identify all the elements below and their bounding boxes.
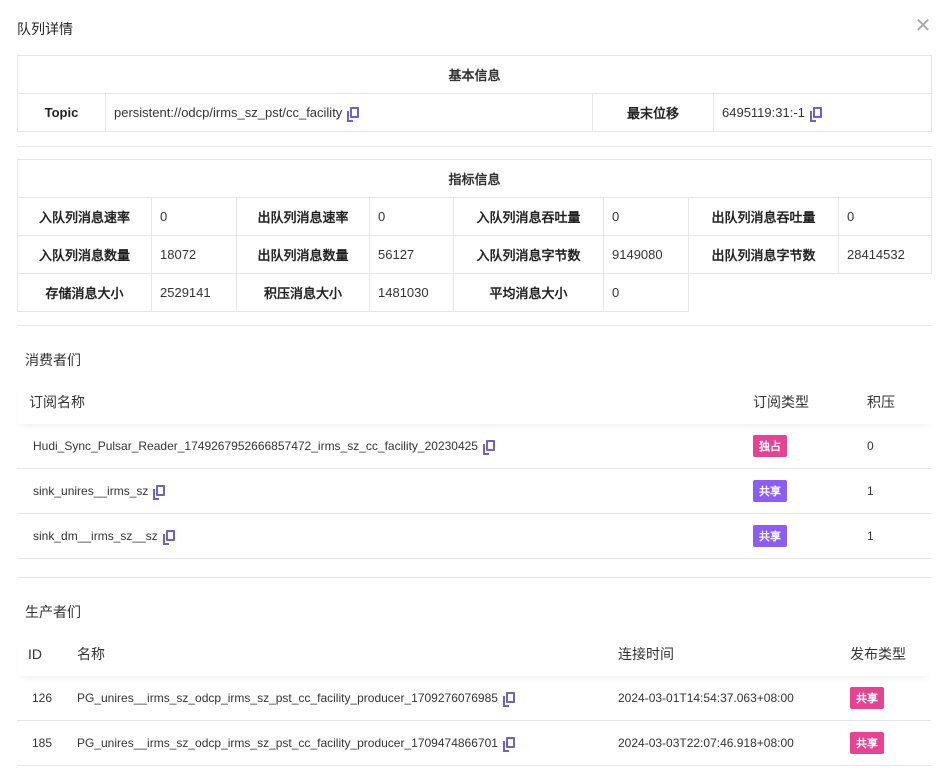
copy-icon[interactable] xyxy=(502,737,515,752)
col-publish-type: 发布类型 xyxy=(850,646,906,662)
col-sub-name: 订阅名称 xyxy=(29,394,85,410)
backlog-value: 0 xyxy=(867,439,874,453)
col-backlog: 积压 xyxy=(867,394,895,410)
producers-title: 生产者们 xyxy=(25,604,81,620)
col-id: ID xyxy=(28,646,42,662)
producer-name: PG_unires__irms_sz_odcp_irms_sz_pst_cc_f… xyxy=(77,691,498,705)
producer-id: 126 xyxy=(32,691,53,705)
consumers-table: 订阅名称 订阅类型 积压 Hudi_Sync_Pulsar_Reader_174… xyxy=(17,380,931,559)
metric-label: 入队列消息速率 xyxy=(17,197,152,236)
backlog-value: 1 xyxy=(867,484,874,498)
copy-icon[interactable] xyxy=(482,440,495,455)
topic-value: persistent://odcp/irms_sz_pst/cc_facilit… xyxy=(114,105,343,120)
subscription-name: Hudi_Sync_Pulsar_Reader_1749267952666857… xyxy=(33,439,478,453)
metric-label: 平均消息大小 xyxy=(453,273,604,312)
metric-value: 18072 xyxy=(151,235,237,274)
producer-name-cell: PG_unires__irms_sz_odcp_irms_sz_pst_cc_f… xyxy=(77,736,515,752)
metric-label: 存储消息大小 xyxy=(17,273,152,312)
copy-icon[interactable] xyxy=(502,692,515,707)
consumer-name-cell: Hudi_Sync_Pulsar_Reader_1749267952666857… xyxy=(33,439,495,455)
consumer-row: sink_unires__irms_sz 共享 1 xyxy=(17,469,931,514)
producer-name-cell: PG_unires__irms_sz_odcp_irms_sz_pst_cc_f… xyxy=(77,691,515,707)
metric-value: 1481030 xyxy=(369,273,454,312)
col-name: 名称 xyxy=(77,646,105,662)
producer-row: 185 PG_unires__irms_sz_odcp_irms_sz_pst_… xyxy=(17,721,931,766)
metric-value: 0 xyxy=(837,197,933,236)
copy-icon[interactable] xyxy=(153,485,166,500)
metric-label: 出队列消息数量 xyxy=(236,235,370,274)
metric-label: 入队列消息字节数 xyxy=(453,235,604,274)
metric-label: 入队列消息吞吐量 xyxy=(453,197,604,236)
publish-type-badge: 共享 xyxy=(850,687,884,709)
producer-id: 185 xyxy=(32,736,53,750)
consumer-row: Hudi_Sync_Pulsar_Reader_1749267952666857… xyxy=(17,424,931,469)
metric-label: 出队列消息吞吐量 xyxy=(688,197,839,236)
subscription-name: sink_dm__irms_sz__sz xyxy=(33,529,158,543)
metrics-table: 指标信息 入队列消息速率 0 出队列消息速率 0 入队列消息吞吐量 0 出队列消息吞吐量 0 入… xyxy=(16,159,933,312)
modal-title: 队列详情 xyxy=(17,21,73,37)
producers-table: ID 名称 连接时间 发布类型 126 PG_unires__irms_sz_o… xyxy=(17,632,931,766)
divider xyxy=(17,146,931,147)
producer-name: PG_unires__irms_sz_odcp_irms_sz_pst_cc_f… xyxy=(77,736,498,750)
producers-header: ID 名称 连接时间 发布类型 xyxy=(17,632,931,676)
connect-time: 2024-03-03T22:07:46.918+08:00 xyxy=(618,736,794,750)
metric-value: 56127 xyxy=(369,235,454,274)
subscription-type-badge: 共享 xyxy=(753,480,787,502)
col-sub-type: 订阅类型 xyxy=(753,394,809,410)
topic-cell: persistent://odcp/irms_sz_pst/cc_facilit… xyxy=(105,93,593,132)
copy-icon[interactable] xyxy=(809,107,822,122)
metric-label: 出队列消息字节数 xyxy=(688,235,839,274)
empty-cell xyxy=(687,273,932,312)
basic-info-caption: 基本信息 xyxy=(16,55,933,94)
basic-info-table: 基本信息 Topic persistent://odcp/irms_sz_pst… xyxy=(16,55,933,132)
metrics-caption: 指标信息 xyxy=(16,159,933,198)
connect-time: 2024-03-01T14:54:37.063+08:00 xyxy=(618,691,794,705)
offset-cell: 6495119:31:-1 xyxy=(712,93,933,132)
close-icon[interactable]: ✕ xyxy=(914,15,932,37)
subscription-type-badge: 独占 xyxy=(753,435,787,457)
copy-icon[interactable] xyxy=(347,107,360,122)
metric-value: 0 xyxy=(603,197,689,236)
metric-value: 2529141 xyxy=(151,273,237,312)
metric-label: 积压消息大小 xyxy=(236,273,370,312)
metric-value: 28414532 xyxy=(837,235,933,274)
metric-label: 入队列消息数量 xyxy=(17,235,152,274)
copy-icon[interactable] xyxy=(162,530,175,545)
consumer-name-cell: sink_unires__irms_sz xyxy=(33,484,166,500)
metric-value: 0 xyxy=(603,273,689,312)
producer-row: 126 PG_unires__irms_sz_odcp_irms_sz_pst_… xyxy=(17,676,931,721)
publish-type-badge: 共享 xyxy=(850,732,884,754)
divider xyxy=(17,325,931,326)
topic-label: Topic xyxy=(17,93,106,132)
consumers-title: 消费者们 xyxy=(25,352,81,368)
consumer-name-cell: sink_dm__irms_sz__sz xyxy=(33,529,175,545)
offset-label: 最末位移 xyxy=(592,93,714,132)
offset-value: 6495119:31:-1 xyxy=(722,105,805,120)
divider xyxy=(17,577,931,578)
backlog-value: 1 xyxy=(867,529,874,543)
subscription-type-badge: 共享 xyxy=(753,525,787,547)
metric-value: 0 xyxy=(369,197,454,236)
metric-label: 出队列消息速率 xyxy=(236,197,370,236)
metric-value: 9149080 xyxy=(603,235,689,274)
col-connect-time: 连接时间 xyxy=(618,646,674,662)
metric-value: 0 xyxy=(151,197,237,236)
subscription-name: sink_unires__irms_sz xyxy=(33,484,149,498)
consumers-header: 订阅名称 订阅类型 积压 xyxy=(17,380,931,424)
consumer-row: sink_dm__irms_sz__sz 共享 1 xyxy=(17,514,931,559)
